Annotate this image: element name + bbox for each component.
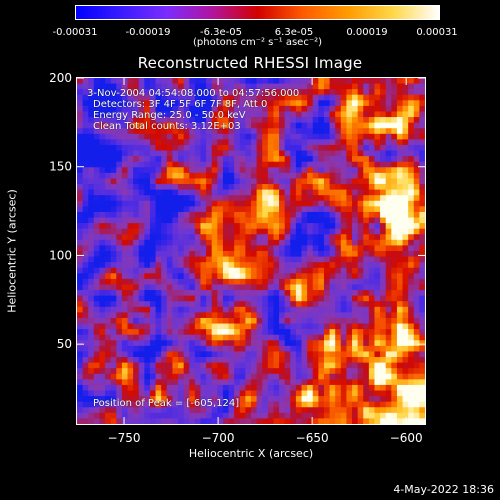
info-detectors: Detectors: 3F 4F 5F 6F 7F 8F, Att 0 xyxy=(93,99,268,110)
colorbar-tick-label: -6.3e-05 xyxy=(200,27,242,38)
colorbar-tick-label: -0.00019 xyxy=(125,27,171,38)
colorbar-tick-label: -0.00031 xyxy=(52,27,98,38)
y-tick-label: 50 xyxy=(57,337,72,351)
info-energy-range: Energy Range: 25.0 - 50.0 keV xyxy=(93,110,246,121)
x-tick-label: −650 xyxy=(296,431,329,445)
x-tick-label: −600 xyxy=(390,431,423,445)
info-clean-counts: Clean Total counts: 3.12E+03 xyxy=(93,121,241,132)
x-tick-label: −700 xyxy=(202,431,235,445)
colorbar-tick-label: 0.00019 xyxy=(346,27,388,38)
y-tick-label: 150 xyxy=(49,160,72,174)
colorbar-tick-labels: -0.00031 -0.00019 -6.3e-05 6.3e-05 0.000… xyxy=(53,27,458,41)
y-axis-label: Heliocentric Y (arcsec) xyxy=(5,189,19,313)
info-time-range: 3-Nov-2004 04:54:08.000 to 04:57:56.000 xyxy=(87,88,300,99)
x-axis-label: Heliocentric X (arcsec) xyxy=(188,447,314,460)
x-tick-label: −750 xyxy=(108,431,141,445)
rhessi-image-map xyxy=(77,78,425,424)
colorbar-tick-label: 6.3e-05 xyxy=(274,27,314,38)
info-peak-position: Position of Peak = [-605,124] xyxy=(93,398,240,409)
rhessi-image-plot: 3-Nov-2004 04:54:08.000 to 04:57:56.000 … xyxy=(76,77,426,425)
y-tick-label: 200 xyxy=(49,71,72,85)
timestamp: 4-May-2022 18:36 xyxy=(393,483,494,496)
colorbar-gradient xyxy=(75,5,440,20)
y-tick-label: 100 xyxy=(49,248,72,262)
colorbar-tick-label: 0.00031 xyxy=(416,27,458,38)
colorbar-unit-label: (photons cm⁻² s⁻¹ asec⁻²) xyxy=(192,37,323,48)
plot-title: Reconstructed RHESSI Image xyxy=(137,54,363,72)
colorbar: -0.00031 -0.00019 -6.3e-05 6.3e-05 0.000… xyxy=(53,5,458,38)
